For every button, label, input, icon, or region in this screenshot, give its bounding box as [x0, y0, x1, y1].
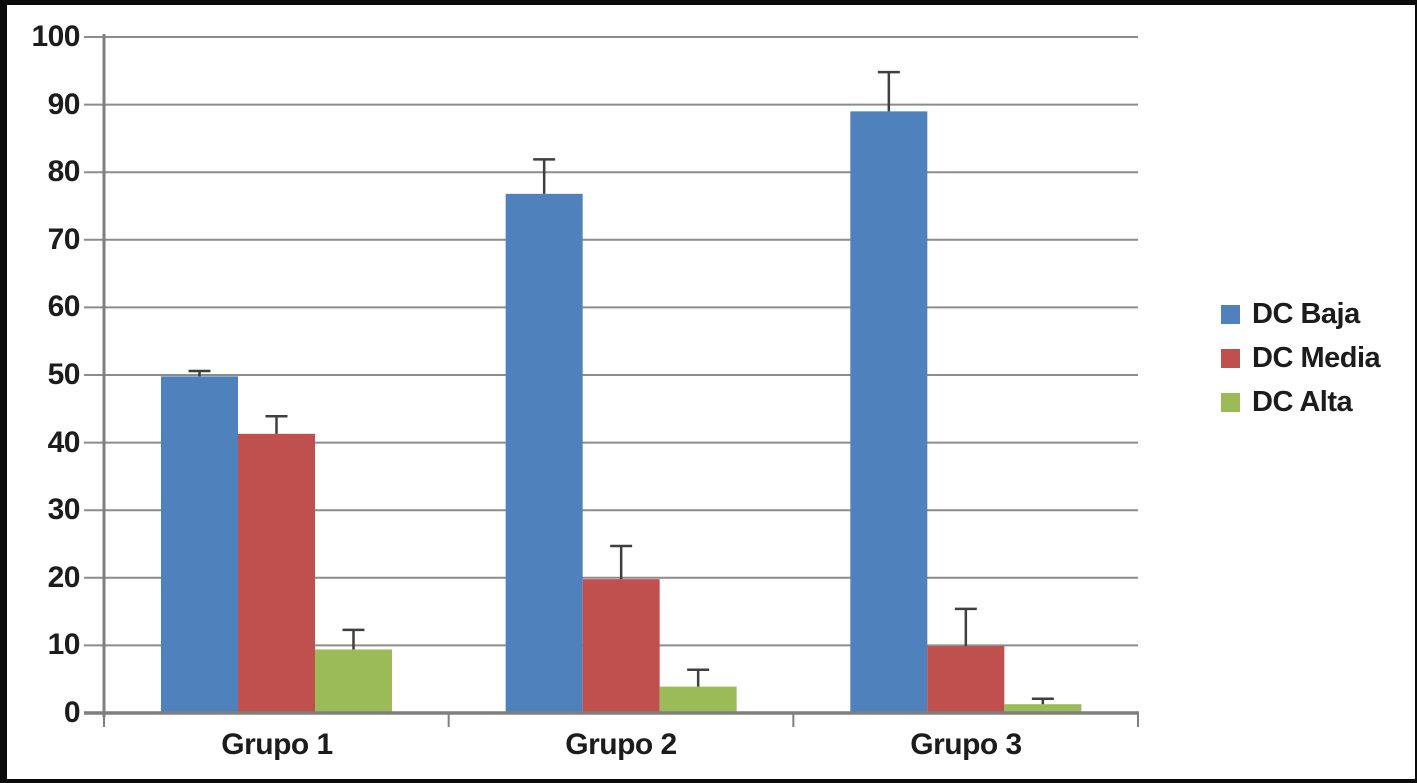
- legend-swatch-dc-alta: [1221, 393, 1240, 412]
- y-tick-label: 100: [31, 20, 80, 53]
- legend-item-dc-baja: DC Baja: [1221, 298, 1380, 330]
- bar-dc-alta-grupo-2: [659, 686, 737, 713]
- bar-dc-baja-grupo-3: [850, 111, 928, 714]
- legend-swatch-dc-media: [1221, 349, 1240, 368]
- bar-dc-baja-grupo-1: [161, 376, 238, 713]
- y-tick-label: 60: [47, 290, 81, 324]
- y-tick-label: 50: [47, 358, 81, 391]
- y-tick-label: 40: [47, 425, 81, 459]
- legend-label-dc-alta: DC Alta: [1252, 386, 1353, 418]
- y-tick-label: 30: [47, 493, 81, 527]
- legend-item-dc-alta: DC Alta: [1221, 386, 1380, 418]
- bar-dc-alta-grupo-3: [1004, 704, 1082, 713]
- legend-label-dc-baja: DC Baja: [1252, 298, 1360, 330]
- y-tick-label: 20: [47, 560, 81, 594]
- legend: DC Baja DC Media DC Alta: [1221, 298, 1381, 432]
- bar-dc-baja-grupo-2: [505, 193, 583, 713]
- category-label-grupo-2: Grupo 2: [565, 728, 677, 761]
- y-tick-label: 0: [63, 696, 81, 729]
- legend-item-dc-media: DC Media: [1221, 342, 1381, 374]
- y-tick-label: 80: [47, 155, 81, 189]
- legend-swatch-dc-baja: [1221, 305, 1240, 324]
- category-label-grupo-1: Grupo 1: [221, 728, 333, 761]
- legend-label-dc-media: DC Media: [1252, 342, 1381, 374]
- y-tick-label: 90: [47, 87, 81, 121]
- y-tick-label: 10: [47, 628, 81, 662]
- bar-dc-media-grupo-1: [238, 433, 315, 713]
- bar-dc-media-grupo-3: [927, 646, 1005, 713]
- y-tick-label: 70: [47, 222, 81, 256]
- bar-dc-media-grupo-2: [582, 579, 660, 713]
- category-label-grupo-3: Grupo 3: [910, 728, 1022, 761]
- bar-dc-alta-grupo-1: [315, 649, 392, 713]
